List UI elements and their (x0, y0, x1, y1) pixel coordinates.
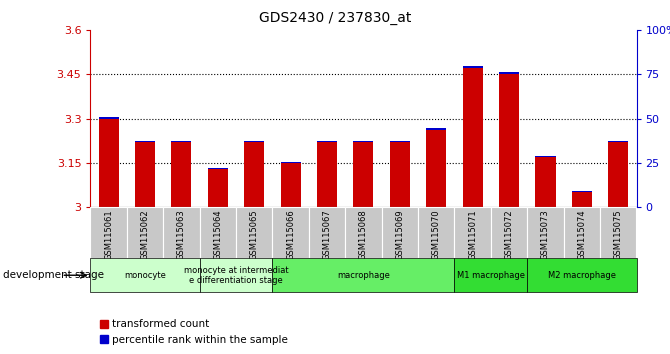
FancyBboxPatch shape (200, 207, 236, 258)
Bar (535, 156, 555, 157)
Bar (608, 142, 628, 207)
Text: GSM115063: GSM115063 (177, 210, 186, 261)
FancyBboxPatch shape (309, 207, 345, 258)
Text: GSM115066: GSM115066 (286, 210, 295, 261)
Text: M1 macrophage: M1 macrophage (457, 271, 525, 280)
Bar (98, 119, 119, 207)
Bar (317, 142, 337, 207)
Bar (426, 128, 446, 130)
Text: GSM115064: GSM115064 (213, 210, 222, 260)
FancyBboxPatch shape (418, 207, 454, 258)
Bar (245, 142, 264, 207)
Bar (354, 141, 373, 142)
Bar (281, 162, 301, 163)
FancyBboxPatch shape (345, 207, 382, 258)
FancyBboxPatch shape (90, 258, 200, 292)
Text: GSM115062: GSM115062 (141, 210, 149, 260)
Bar (281, 163, 301, 207)
Bar (463, 66, 482, 68)
FancyBboxPatch shape (600, 207, 636, 258)
FancyBboxPatch shape (454, 258, 527, 292)
FancyBboxPatch shape (273, 207, 309, 258)
Bar (608, 141, 628, 142)
FancyBboxPatch shape (527, 258, 636, 292)
Bar (354, 142, 373, 207)
Bar (317, 141, 337, 142)
Text: monocyte: monocyte (124, 271, 166, 280)
Bar (535, 157, 555, 207)
Text: GSM115075: GSM115075 (614, 210, 623, 260)
Bar (98, 118, 119, 119)
Bar (208, 167, 228, 169)
FancyBboxPatch shape (236, 207, 273, 258)
Bar (572, 191, 592, 192)
FancyBboxPatch shape (127, 207, 163, 258)
Bar (499, 72, 519, 74)
Text: GSM115065: GSM115065 (250, 210, 259, 260)
FancyBboxPatch shape (527, 207, 563, 258)
Bar (390, 141, 410, 142)
FancyBboxPatch shape (491, 207, 527, 258)
Text: GSM115069: GSM115069 (395, 210, 405, 260)
Bar (390, 142, 410, 207)
Bar (245, 141, 264, 142)
Text: GSM115071: GSM115071 (468, 210, 477, 260)
Bar (426, 130, 446, 207)
Text: GSM115061: GSM115061 (104, 210, 113, 260)
FancyBboxPatch shape (200, 258, 273, 292)
Text: development stage: development stage (3, 270, 105, 280)
Text: GSM115068: GSM115068 (359, 210, 368, 261)
Bar (463, 68, 482, 207)
Text: GSM115074: GSM115074 (578, 210, 586, 260)
Text: GSM115073: GSM115073 (541, 210, 550, 261)
Text: GSM115070: GSM115070 (431, 210, 441, 260)
FancyBboxPatch shape (382, 207, 418, 258)
Text: GSM115072: GSM115072 (505, 210, 514, 260)
Bar (208, 169, 228, 207)
FancyBboxPatch shape (90, 207, 127, 258)
Bar (172, 142, 192, 207)
Text: GDS2430 / 237830_at: GDS2430 / 237830_at (259, 11, 411, 25)
Text: macrophage: macrophage (337, 271, 390, 280)
Text: GSM115067: GSM115067 (322, 210, 332, 261)
FancyBboxPatch shape (563, 207, 600, 258)
Legend: transformed count, percentile rank within the sample: transformed count, percentile rank withi… (96, 315, 292, 349)
Bar (499, 74, 519, 207)
Bar (172, 141, 192, 142)
Text: monocyte at intermediat
e differentiation stage: monocyte at intermediat e differentiatio… (184, 266, 288, 285)
Bar (572, 192, 592, 207)
Bar (135, 141, 155, 142)
FancyBboxPatch shape (163, 207, 200, 258)
Text: M2 macrophage: M2 macrophage (548, 271, 616, 280)
FancyBboxPatch shape (273, 258, 454, 292)
FancyBboxPatch shape (454, 207, 491, 258)
Bar (135, 142, 155, 207)
